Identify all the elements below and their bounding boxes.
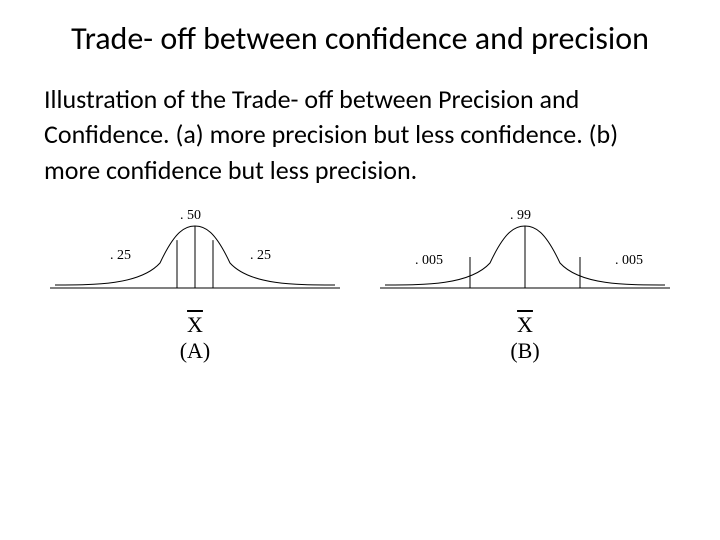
chart-b: . 99 . 005 . 005 X (B) — [380, 208, 670, 364]
chart-b-xlabel-bottom: (B) — [510, 338, 539, 363]
chart-b-xlabel-top: X — [517, 312, 533, 337]
chart-b-right-tail-label: . 005 — [615, 253, 643, 269]
chart-a-center-label: . 50 — [180, 208, 201, 224]
body-paragraph: Illustration of the Trade- off between P… — [40, 82, 680, 187]
chart-a-xlabel-top: X — [187, 312, 203, 337]
chart-a-xlabel-bottom: (A) — [180, 338, 211, 363]
chart-a-xlabel: X (A) — [50, 312, 340, 364]
chart-a: . 50 . 25 . 25 X (A) — [50, 208, 340, 364]
chart-b-center-label: . 99 — [510, 208, 531, 224]
page-title: Trade- off between confidence and precis… — [40, 20, 680, 58]
chart-b-xlabel: X (B) — [380, 312, 670, 364]
chart-b-left-tail-label: . 005 — [415, 253, 443, 269]
chart-a-right-tail-label: . 25 — [250, 248, 271, 264]
chart-a-left-tail-label: . 25 — [110, 248, 131, 264]
charts-row: . 50 . 25 . 25 X (A) . 99 . 005 . 005 X … — [40, 208, 680, 364]
